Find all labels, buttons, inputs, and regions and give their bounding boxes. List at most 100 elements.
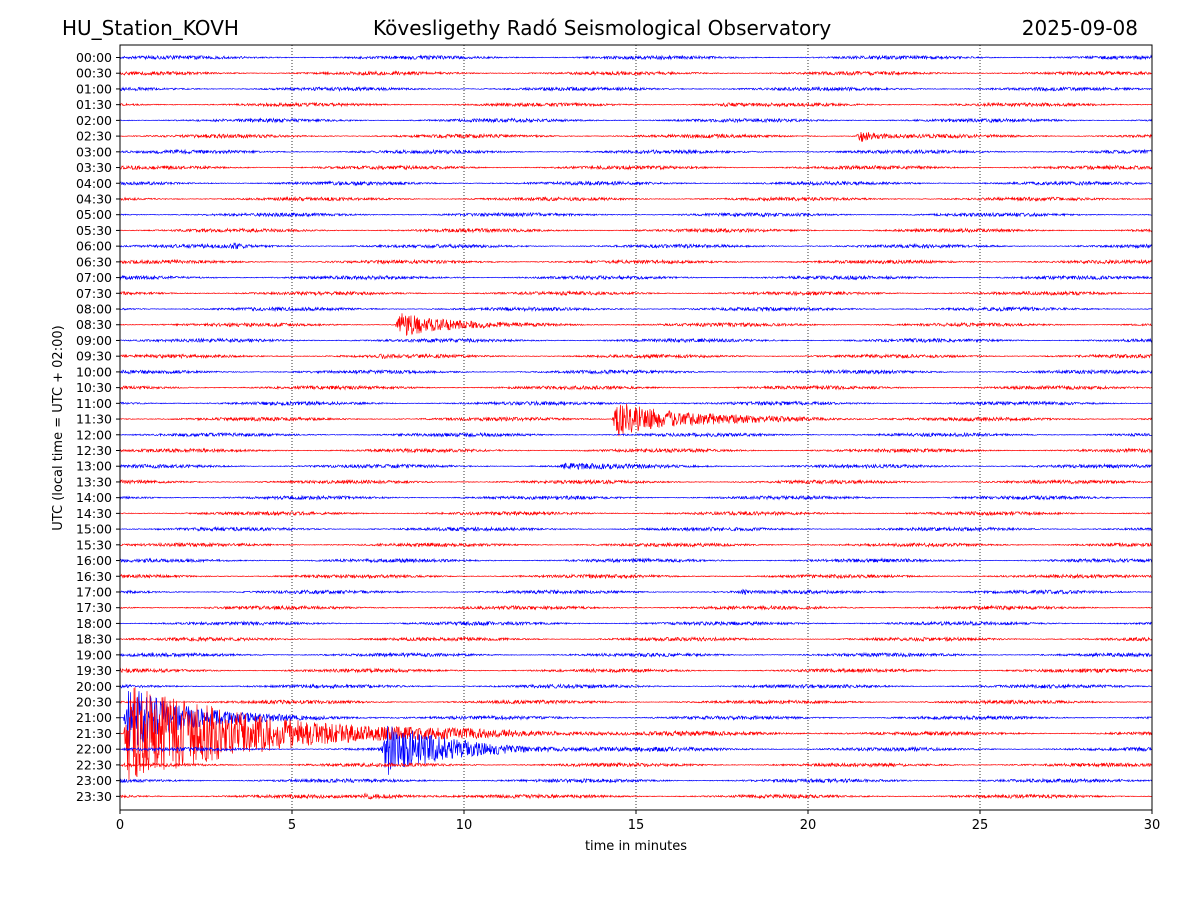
x-tick-label-20: 20	[800, 818, 817, 833]
trace-07:00	[120, 274, 1152, 281]
row-label-13:30: 13:30	[76, 474, 112, 489]
row-label-10:30: 10:30	[76, 380, 112, 395]
trace-13:00	[120, 462, 1152, 471]
trace-14:30	[120, 510, 1152, 517]
trace-12:30	[120, 447, 1152, 454]
trace-07:30	[120, 290, 1152, 297]
row-label-21:30: 21:30	[76, 726, 112, 741]
row-label-22:00: 22:00	[76, 742, 112, 757]
row-label-03:30: 03:30	[76, 160, 112, 175]
row-label-12:30: 12:30	[76, 443, 112, 458]
trace-15:00	[120, 525, 1152, 533]
row-label-05:00: 05:00	[76, 207, 112, 222]
x-tick-label-10: 10	[456, 818, 473, 833]
grid-layer	[291, 45, 981, 810]
trace-17:00	[120, 588, 1152, 595]
x-tick-label-30: 30	[1144, 818, 1161, 833]
y-axis-label: UTC (local time = UTC + 02:00)	[51, 325, 66, 530]
row-label-17:00: 17:00	[76, 584, 112, 599]
row-label-19:00: 19:00	[76, 647, 112, 662]
trace-09:30	[120, 353, 1152, 360]
trace-04:00	[120, 180, 1152, 187]
row-label-04:30: 04:30	[76, 191, 112, 206]
row-label-16:00: 16:00	[76, 553, 112, 568]
row-label-03:00: 03:00	[76, 144, 112, 159]
trace-16:30	[120, 573, 1152, 580]
row-label-14:00: 14:00	[76, 490, 112, 505]
row-label-09:00: 09:00	[76, 333, 112, 348]
trace-19:00	[120, 651, 1152, 658]
trace-13:30	[120, 478, 1152, 486]
trace-21:30	[120, 687, 1152, 781]
row-label-18:30: 18:30	[76, 632, 112, 647]
axis-layer: 0 5 10 15 20 25 30 00:0000:3001:0001:3002:0002:…	[76, 50, 1160, 833]
trace-06:00	[120, 242, 1152, 250]
row-label-20:30: 20:30	[76, 695, 112, 710]
row-label-23:00: 23:00	[76, 773, 112, 788]
trace-02:30	[120, 131, 1152, 142]
trace-22:30	[120, 761, 1152, 769]
trace-08:00	[120, 305, 1152, 313]
row-label-00:00: 00:00	[76, 50, 112, 65]
trace-20:30	[120, 699, 1152, 706]
observatory-title: Kövesligethy Radó Seismological Observat…	[373, 16, 832, 40]
x-tick-label-25: 25	[972, 818, 989, 833]
trace-00:00	[120, 54, 1152, 61]
trace-03:00	[120, 148, 1152, 155]
row-label-02:00: 02:00	[76, 113, 112, 128]
row-label-16:30: 16:30	[76, 569, 112, 584]
trace-19:30	[120, 667, 1152, 674]
trace-11:00	[120, 400, 1152, 407]
trace-10:30	[120, 384, 1152, 391]
x-tick-label-15: 15	[628, 818, 645, 833]
row-label-01:30: 01:30	[76, 97, 112, 112]
row-label-08:30: 08:30	[76, 317, 112, 332]
row-label-05:30: 05:30	[76, 223, 112, 238]
row-label-07:00: 07:00	[76, 270, 112, 285]
x-tick-label-0: 0	[116, 818, 124, 833]
trace-14:00	[120, 494, 1152, 501]
row-label-00:30: 00:30	[76, 66, 112, 81]
row-label-18:00: 18:00	[76, 616, 112, 631]
row-label-15:30: 15:30	[76, 537, 112, 552]
station-name: HU_Station_KOVH	[62, 16, 239, 40]
trace-08:30	[120, 313, 1152, 336]
trace-06:30	[120, 258, 1152, 265]
row-label-19:30: 19:30	[76, 663, 112, 678]
trace-00:30	[120, 70, 1152, 77]
row-label-09:30: 09:30	[76, 349, 112, 364]
row-label-01:00: 01:00	[76, 81, 112, 96]
row-label-14:30: 14:30	[76, 506, 112, 521]
row-label-15:00: 15:00	[76, 522, 112, 537]
x-tick-label-5: 5	[288, 818, 296, 833]
row-label-11:30: 11:30	[76, 412, 112, 427]
row-label-11:00: 11:00	[76, 396, 112, 411]
trace-02:00	[120, 117, 1152, 124]
row-label-20:00: 20:00	[76, 679, 112, 694]
row-label-22:30: 22:30	[76, 757, 112, 772]
trace-04:30	[120, 196, 1152, 202]
trace-05:00	[120, 211, 1152, 218]
row-label-04:00: 04:00	[76, 176, 112, 191]
trace-21:00	[120, 690, 1152, 747]
trace-17:30	[120, 604, 1152, 611]
row-label-13:00: 13:00	[76, 459, 112, 474]
record-date: 2025-09-08	[1021, 16, 1138, 40]
trace-10:00	[120, 368, 1152, 375]
row-label-10:00: 10:00	[76, 364, 112, 379]
trace-15:30	[120, 541, 1152, 548]
trace-18:00	[120, 620, 1152, 627]
trace-23:00	[120, 777, 1152, 784]
x-axis-label: time in minutes	[585, 839, 687, 854]
trace-18:30	[120, 636, 1152, 643]
trace-23:30	[120, 792, 1152, 800]
trace-layer	[120, 54, 1152, 800]
row-label-07:30: 07:30	[76, 286, 112, 301]
trace-03:30	[120, 164, 1152, 171]
row-label-21:00: 21:00	[76, 710, 112, 725]
row-label-23:30: 23:30	[76, 789, 112, 804]
row-label-02:30: 02:30	[76, 129, 112, 144]
trace-09:00	[120, 337, 1152, 344]
trace-12:00	[120, 431, 1152, 438]
